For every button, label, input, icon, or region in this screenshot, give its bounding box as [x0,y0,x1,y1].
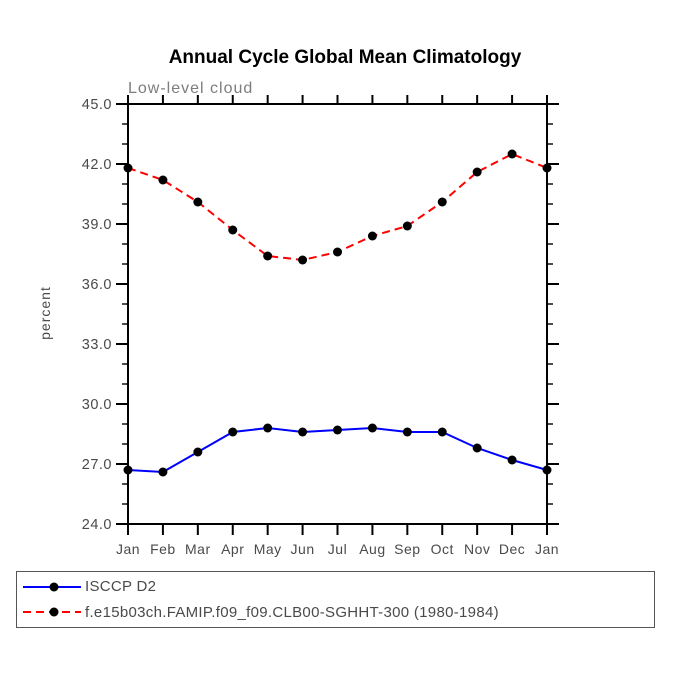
data-point-marker [298,427,308,437]
y-tick-label: 42.0 [82,157,112,173]
data-point-marker [367,231,377,241]
y-tick-label: 24.0 [82,517,112,533]
x-tick-label: Apr [221,541,244,557]
plot-frame [127,103,548,525]
y-tick-label: 36.0 [82,277,112,293]
legend-marker-dot-icon [49,582,59,592]
data-point-marker [542,465,552,475]
legend: ISCCP D2 f.e15b03ch.FAMIP.f09_f09.CLB00-… [16,571,655,628]
data-point-marker [542,163,552,173]
data-point-marker [228,427,238,437]
legend-label-model-run: f.e15b03ch.FAMIP.f09_f09.CLB00-SGHHT-300… [85,603,499,621]
data-point-marker [193,447,203,457]
data-point-marker [507,149,517,159]
x-tick-label: Jan [535,541,559,557]
x-tick-label: Mar [185,541,211,557]
x-tick-label: Jun [291,541,315,557]
y-tick-label: 33.0 [82,337,112,353]
data-point-marker [437,427,447,437]
x-tick-label: Nov [464,541,490,557]
data-point-marker [123,163,133,173]
data-point-marker [228,225,238,235]
data-point-marker [437,197,447,207]
data-point-marker [158,175,168,185]
legend-label-isccp-d2: ISCCP D2 [85,578,157,596]
data-point-marker [472,443,482,453]
x-tick-label: Sep [394,541,420,557]
legend-marker-dot-icon [49,607,59,617]
data-point-marker [263,423,273,433]
data-point-marker [402,221,412,231]
x-tick-label: May [254,541,282,557]
x-tick-label: Aug [359,541,385,557]
data-point-marker [123,465,133,475]
y-tick-label: 30.0 [82,397,112,413]
legend-item-model-run: f.e15b03ch.FAMIP.f09_f09.CLB00-SGHHT-300… [22,601,654,623]
plot-area: Jan Feb Mar Apr May Jun Jul Aug Sep Oct Nov Dec Jan2… [82,95,559,557]
chart-title: Annual Cycle Global Mean Climatology [169,47,522,68]
data-point-marker [333,425,342,435]
legend-line-sample-dashed [23,607,81,617]
legend-line-sample-solid [23,582,81,592]
y-tick-label: 27.0 [82,457,112,473]
data-point-marker [333,247,342,257]
chart-subtitle: Low-level cloud [128,80,253,97]
series-line [127,426,548,474]
data-point-marker [402,427,412,437]
chart-canvas: Annual Cycle Global Mean Climatology Low… [37,47,559,557]
data-point-marker [158,467,168,477]
data-point-marker [263,251,273,261]
data-point-marker [298,255,308,265]
legend-item-isccp-d2: ISCCP D2 [22,576,654,598]
data-point-marker [193,197,203,207]
data-point-marker [472,167,482,177]
x-tick-label: Jul [328,541,347,557]
y-tick-label: 39.0 [82,217,112,233]
x-tick-label: Oct [431,541,454,557]
x-tick-label: Dec [499,541,525,557]
y-tick-label: 45.0 [82,97,112,113]
y-axis-title: percent [37,286,53,340]
series-line [127,152,548,262]
x-tick-label: Jan [116,541,140,557]
data-point-marker [367,423,377,433]
x-tick-label: Feb [150,541,176,557]
data-point-marker [507,455,517,465]
